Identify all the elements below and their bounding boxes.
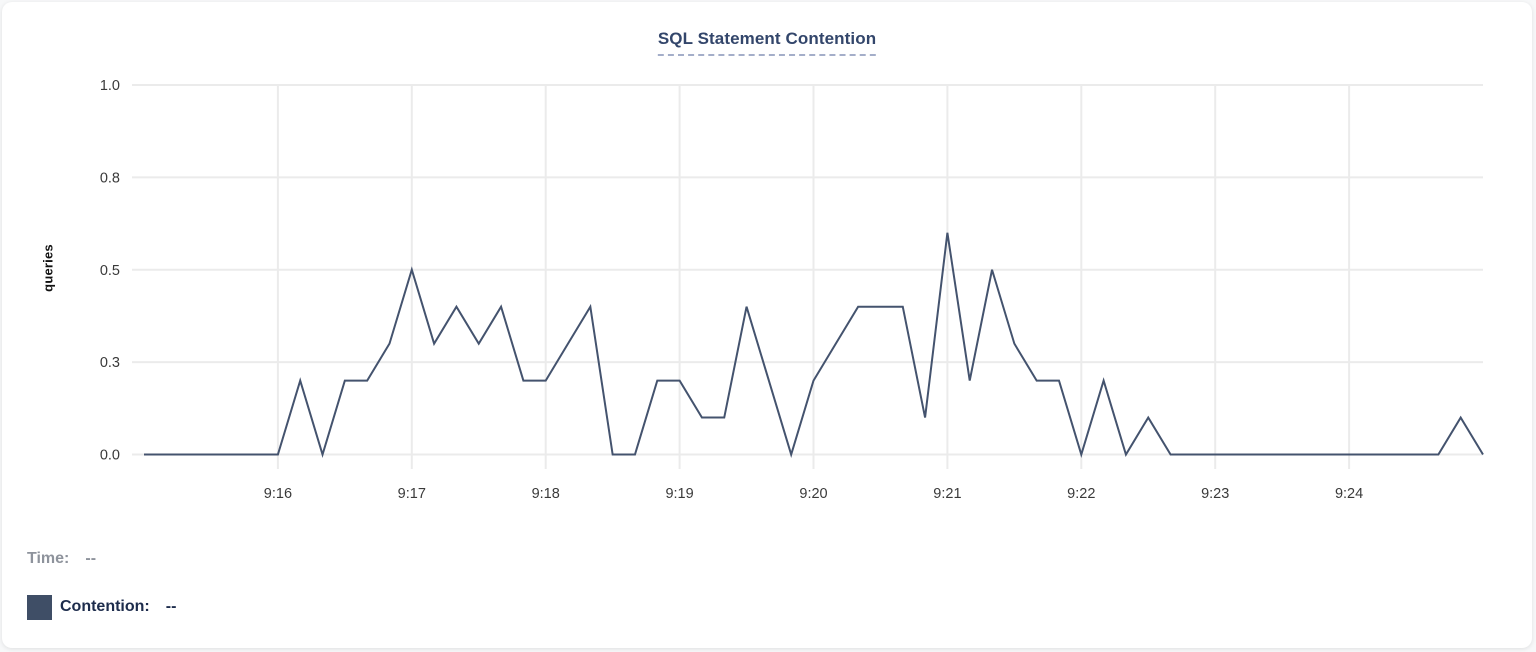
legend-time-row: Time: -- <box>27 546 176 572</box>
x-tick-label: 9:17 <box>398 486 426 502</box>
x-tick-label: 9:16 <box>264 486 292 502</box>
legend-time-value: -- <box>85 550 97 567</box>
y-tick-label: 1.0 <box>100 78 120 94</box>
chart-title[interactable]: SQL Statement Contention <box>657 29 877 56</box>
chart-legend: Time: -- Contention: -- <box>27 546 176 620</box>
y-tick-label: 0.3 <box>100 355 120 371</box>
legend-time-label: Time: <box>27 550 70 567</box>
x-tick-label: 9:23 <box>1201 486 1229 502</box>
x-tick-label: 9:20 <box>799 486 827 502</box>
legend-contention-row: Contention: -- <box>27 594 176 620</box>
contention-series-swatch <box>27 594 52 620</box>
y-tick-label: 0.0 <box>100 448 120 464</box>
x-tick-label: 9:19 <box>665 486 693 502</box>
x-tick-label: 9:24 <box>1335 486 1363 502</box>
x-tick-label: 9:21 <box>933 486 961 502</box>
legend-contention-value: -- <box>165 598 177 615</box>
contention-series-line <box>144 232 1484 458</box>
legend-contention-label: Contention: <box>60 598 150 615</box>
y-tick-label: 0.5 <box>100 263 120 279</box>
y-tick-label: 0.8 <box>100 170 120 186</box>
chart-plot-area[interactable]: 0.0 0.3 0.5 0.8 1.0 9:16 9:17 9:18 9:19 9:20 9:21 9… <box>2 2 1536 532</box>
x-tick-label: 9:22 <box>1067 486 1095 502</box>
x-tick-label: 9:18 <box>532 486 560 502</box>
